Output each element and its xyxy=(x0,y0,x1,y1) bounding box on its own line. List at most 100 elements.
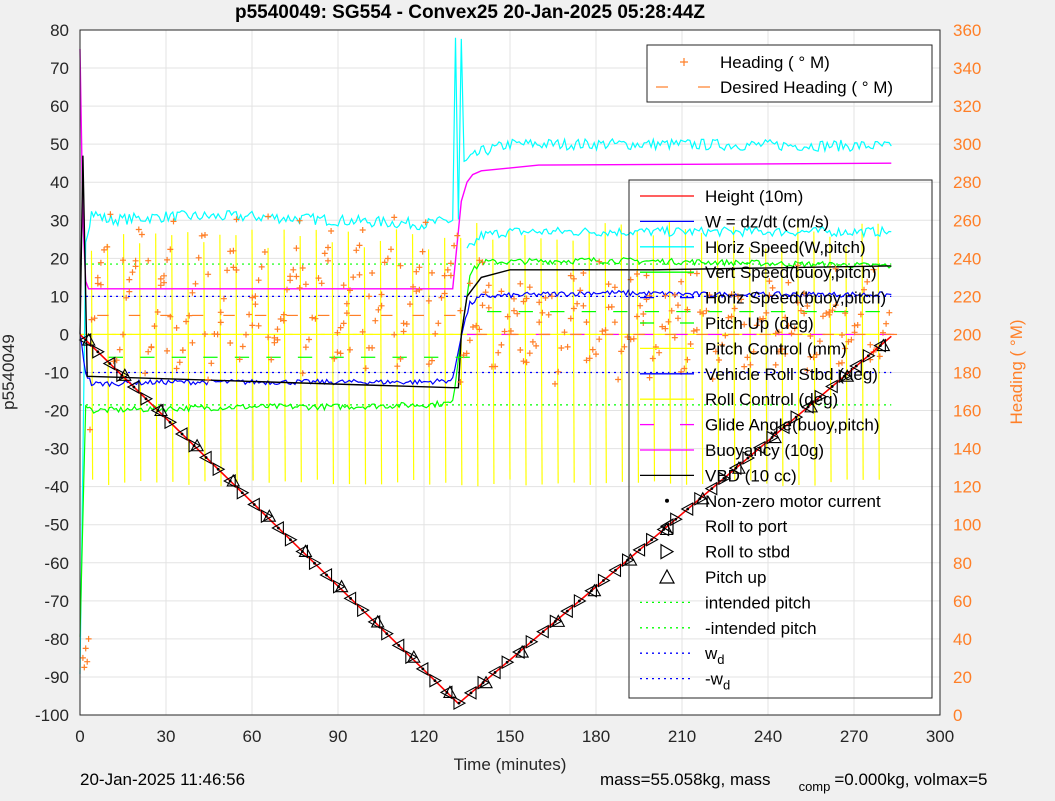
heading-marker xyxy=(608,303,615,310)
heading-marker xyxy=(596,258,603,265)
roll-marker xyxy=(295,544,309,559)
legend-main-label: Horiz Speed(buoy,pitch) xyxy=(705,289,886,308)
legend-main-label: Buoyancy (10g) xyxy=(705,441,824,460)
heading-marker xyxy=(725,314,732,321)
heading-marker xyxy=(753,322,760,329)
roll-marker xyxy=(776,420,790,435)
heading-marker xyxy=(747,361,754,368)
heading-marker xyxy=(675,315,681,322)
y-axis-right: 3603403203002802602402202001801601401201… xyxy=(953,21,981,725)
roll-marker xyxy=(597,573,611,588)
heading-marker xyxy=(529,338,536,345)
heading-marker xyxy=(397,262,404,269)
roll-marker xyxy=(525,634,539,649)
roll-marker xyxy=(415,661,429,676)
y-axis-right-label: Heading ( °M) xyxy=(1007,319,1026,424)
heading-marker xyxy=(246,311,253,318)
y-right-tick-label: 20 xyxy=(953,668,972,687)
y-right-tick-label: 80 xyxy=(953,554,972,573)
motor-current-dot xyxy=(481,681,485,685)
roll-marker xyxy=(790,410,804,425)
heading-marker xyxy=(306,336,312,343)
heading-marker xyxy=(523,359,530,366)
motor-current-dot xyxy=(120,373,124,377)
motor-current-dot xyxy=(108,362,112,365)
heading-marker xyxy=(321,250,328,257)
y-right-tick-label: 160 xyxy=(953,402,981,421)
roll-marker xyxy=(766,430,780,445)
heading-marker xyxy=(299,265,306,271)
heading-marker xyxy=(665,318,672,325)
y-right-tick-label: 220 xyxy=(953,287,981,306)
roll-marker xyxy=(164,415,178,430)
heading-marker xyxy=(744,354,751,361)
roll-control-spike xyxy=(283,229,286,482)
heading-marker xyxy=(842,310,849,317)
heading-marker xyxy=(343,310,350,317)
heading-marker xyxy=(394,363,401,370)
legend-tri-left-symbol xyxy=(659,518,674,535)
heading-marker xyxy=(233,267,240,273)
heading-marker xyxy=(198,232,205,239)
heading-marker xyxy=(82,645,89,652)
heading-marker xyxy=(697,309,704,316)
heading-marker xyxy=(157,275,164,282)
heading-marker xyxy=(110,358,117,365)
heading-marker xyxy=(293,245,300,252)
roll-control-spike xyxy=(620,224,623,482)
footer-mass-prefix: mass=55.058kg, mass xyxy=(600,770,771,789)
heading-marker xyxy=(738,296,745,303)
heading-marker xyxy=(561,329,568,336)
heading-marker xyxy=(514,310,521,317)
heading-marker xyxy=(548,293,555,300)
x-tick-label: 120 xyxy=(410,727,438,746)
heading-marker xyxy=(277,316,284,322)
heading-marker xyxy=(839,332,845,338)
heading-marker xyxy=(492,363,499,370)
y-left-tick-label: 0 xyxy=(60,325,69,344)
roll-control-spike xyxy=(524,235,527,486)
heading-marker xyxy=(709,376,716,382)
heading-marker xyxy=(340,320,347,327)
heading-marker xyxy=(189,339,196,346)
heading-marker xyxy=(832,302,839,309)
roll-marker xyxy=(621,553,635,568)
motor-current-dot xyxy=(758,446,762,450)
heading-marker xyxy=(239,343,246,350)
motor-current-dot xyxy=(301,550,304,553)
heading-marker xyxy=(347,346,353,353)
heading-marker xyxy=(84,658,91,665)
heading-marker xyxy=(779,346,785,353)
heading-marker xyxy=(432,330,439,337)
heading-marker xyxy=(675,302,681,309)
motor-current-dot xyxy=(409,655,413,659)
heading-marker xyxy=(94,280,101,287)
heading-marker xyxy=(447,260,454,267)
heading-marker xyxy=(356,242,363,249)
roll-control-spike xyxy=(395,229,399,483)
heading-marker xyxy=(123,294,130,301)
roll-marker xyxy=(825,379,838,394)
motor-current-dot xyxy=(397,644,401,647)
legend-main-label: VBD (10 cc) xyxy=(705,466,797,485)
roll-marker xyxy=(584,583,597,598)
roll-marker xyxy=(188,438,202,453)
heading-marker xyxy=(511,307,517,314)
roll-control-spike xyxy=(716,240,720,484)
heading-marker xyxy=(413,288,420,295)
roll-control-spike xyxy=(315,229,318,480)
motor-current-dot xyxy=(590,589,593,593)
heading-marker xyxy=(520,358,527,365)
legend-tri-right-symbol xyxy=(660,543,675,560)
roll-marker xyxy=(247,497,260,512)
motor-current-dot xyxy=(782,425,786,429)
heading-marker xyxy=(804,303,811,309)
legend-main-label: Vehicle Roll Stbd (deg) xyxy=(705,365,878,384)
roll-control-spike xyxy=(139,243,142,481)
heading-marker xyxy=(340,282,347,289)
heading-marker xyxy=(243,331,249,338)
heading-marker xyxy=(816,338,823,345)
x-tick-label: 180 xyxy=(582,727,610,746)
roll-marker xyxy=(704,481,718,496)
heading-marker xyxy=(798,307,804,314)
